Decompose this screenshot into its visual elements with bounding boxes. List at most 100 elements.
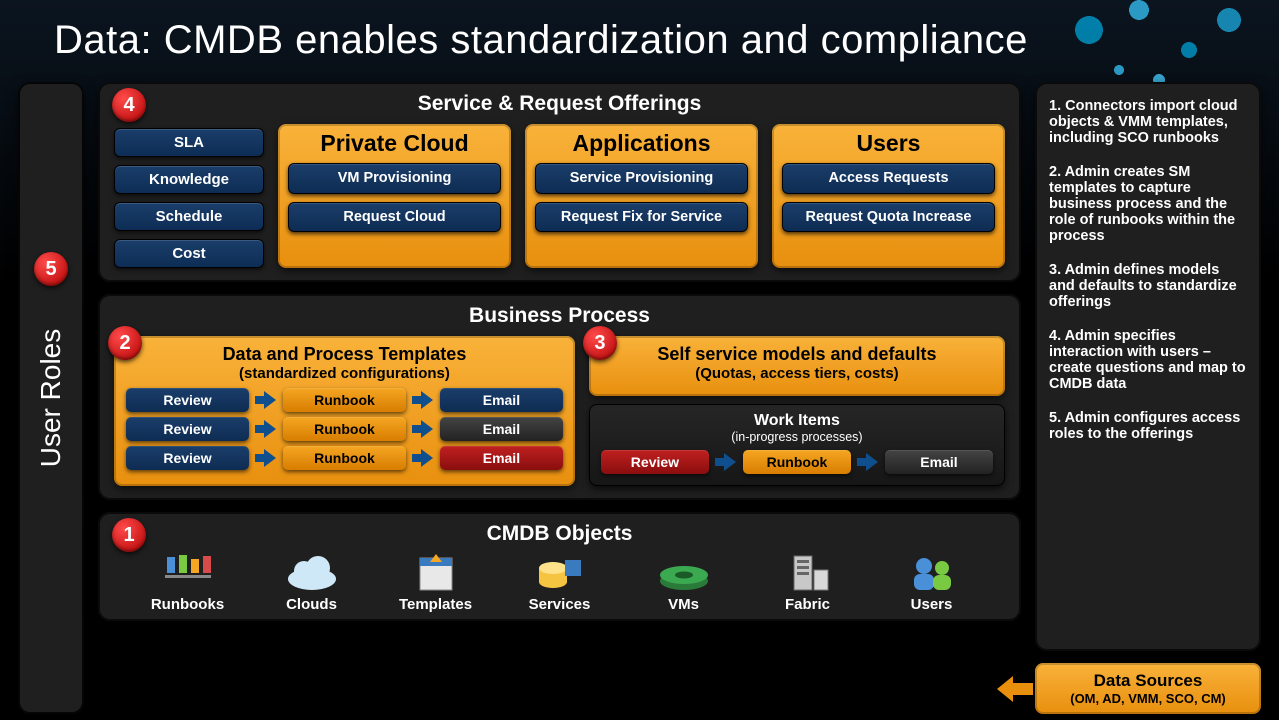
runbooks-icon [160, 552, 216, 594]
user-roles-panel: 5 User Roles [18, 82, 84, 714]
data-sources-subtitle: (OM, AD, VMM, SCO, CM) [1041, 691, 1255, 706]
arrow-icon [255, 449, 277, 467]
chip-runbook: Runbook [283, 417, 406, 441]
cmdb-label: VMs [668, 596, 699, 613]
card-title: Private Cloud [288, 130, 501, 157]
pill-knowledge: Knowledge [114, 165, 264, 194]
item-quota-increase: Request Quota Increase [782, 202, 995, 233]
selfservice-column: 3 Self service models and defaults (Quot… [589, 336, 1005, 486]
cmdb-label: Clouds [286, 596, 337, 613]
business-process-title: Business Process [114, 304, 1005, 328]
card-private-cloud: Private Cloud VM Provisioning Request Cl… [278, 124, 511, 268]
fabric-icon [780, 552, 836, 594]
pill-schedule: Schedule [114, 202, 264, 231]
chip-review: Review [126, 446, 249, 470]
vms-icon [656, 552, 712, 594]
arrow-icon [412, 420, 434, 438]
cmdb-label: Runbooks [151, 596, 224, 613]
chip-runbook: Runbook [743, 450, 851, 474]
cmdb-label: Services [529, 596, 591, 613]
card-users: Users Access Requests Request Quota Incr… [772, 124, 1005, 268]
arrow-icon [255, 420, 277, 438]
cmdb-users: Users [884, 552, 980, 613]
service-offerings-title: Service & Request Offerings [114, 92, 1005, 116]
badge-2: 2 [108, 326, 142, 360]
chip-review: Review [126, 417, 249, 441]
users-icon [904, 552, 960, 594]
selfservice-subtitle: (Quotas, access tiers, costs) [601, 365, 993, 382]
data-sources-title: Data Sources [1041, 671, 1255, 691]
card-title: Users [782, 130, 995, 157]
item-request-fix: Request Fix for Service [535, 202, 748, 233]
item-request-cloud: Request Cloud [288, 202, 501, 233]
note-2: 2. Admin creates SM templates to capture… [1049, 164, 1247, 244]
chip-email: Email [440, 388, 563, 412]
chip-review: Review [601, 450, 709, 474]
item-vm-provisioning: VM Provisioning [288, 163, 501, 194]
template-flows: Review Runbook Email Review Runbook Emai… [126, 388, 563, 470]
cmdb-label: Users [911, 596, 953, 613]
cmdb-title: CMDB Objects [114, 522, 1005, 546]
note-5: 5. Admin configures access roles to the … [1049, 410, 1247, 442]
cmdb-fabric: Fabric [760, 552, 856, 613]
badge-1: 1 [112, 518, 146, 552]
templates-subtitle: (standardized configurations) [126, 365, 563, 382]
cmdb-panel: 1 CMDB Objects Runbooks Clouds [98, 512, 1021, 621]
item-service-provisioning: Service Provisioning [535, 163, 748, 194]
badge-4: 4 [112, 88, 146, 122]
clouds-icon [284, 552, 340, 594]
cmdb-templates: Templates [388, 552, 484, 613]
user-roles-label: User Roles [35, 329, 67, 467]
note-3: 3. Admin defines models and defaults to … [1049, 262, 1247, 310]
chip-email: Email [885, 450, 993, 474]
cmdb-items: Runbooks Clouds Templates [114, 548, 1005, 613]
cmdb-clouds: Clouds [264, 552, 360, 613]
workitems-title: Work Items [601, 412, 993, 430]
templates-title: Data and Process Templates [126, 344, 563, 365]
cmdb-runbooks: Runbooks [140, 552, 236, 613]
right-column: 1. Connectors import cloud objects & VMM… [1035, 82, 1261, 714]
service-offerings-panel: 4 Service & Request Offerings SLA Knowle… [98, 82, 1021, 282]
templates-icon [408, 552, 464, 594]
pill-cost: Cost [114, 239, 264, 268]
arrow-left-icon [997, 676, 1033, 702]
workitems-box: Work Items (in-progress processes) Revie… [589, 404, 1005, 486]
arrow-icon [412, 391, 434, 409]
card-applications: Applications Service Provisioning Reques… [525, 124, 758, 268]
flow-row: Review Runbook Email [126, 446, 563, 470]
data-sources-card: Data Sources (OM, AD, VMM, SCO, CM) [1035, 663, 1261, 714]
workitems-subtitle: (in-progress processes) [601, 430, 993, 444]
arrow-icon [255, 391, 277, 409]
chip-runbook: Runbook [283, 446, 406, 470]
badge-5: 5 [34, 252, 68, 286]
cmdb-label: Templates [399, 596, 472, 613]
cmdb-services: Services [512, 552, 608, 613]
chip-runbook: Runbook [283, 388, 406, 412]
workitems-flow: Review Runbook Email [601, 450, 993, 474]
flow-row: Review Runbook Email [126, 417, 563, 441]
stage: 5 User Roles 4 Service & Request Offerin… [18, 82, 1261, 714]
services-icon [532, 552, 588, 594]
notes-panel: 1. Connectors import cloud objects & VMM… [1035, 82, 1261, 651]
flow-row: Review Runbook Email [126, 388, 563, 412]
arrow-icon [857, 453, 879, 471]
cmdb-vms: VMs [636, 552, 732, 613]
pill-sla: SLA [114, 128, 264, 157]
selfservice-title: Self service models and defaults [601, 344, 993, 365]
selfservice-card: 3 Self service models and defaults (Quot… [589, 336, 1005, 396]
chip-email: Email [440, 446, 563, 470]
badge-3: 3 [583, 326, 617, 360]
arrow-icon [715, 453, 737, 471]
main-column: 4 Service & Request Offerings SLA Knowle… [98, 82, 1021, 714]
chip-email: Email [440, 417, 563, 441]
arrow-icon [412, 449, 434, 467]
chip-review: Review [126, 388, 249, 412]
note-1: 1. Connectors import cloud objects & VMM… [1049, 98, 1247, 146]
item-access-requests: Access Requests [782, 163, 995, 194]
templates-card: 2 Data and Process Templates (standardiz… [114, 336, 575, 486]
cmdb-label: Fabric [785, 596, 830, 613]
card-title: Applications [535, 130, 748, 157]
business-process-panel: Business Process 2 Data and Process Temp… [98, 294, 1021, 500]
note-4: 4. Admin specifies interaction with user… [1049, 328, 1247, 392]
attribute-pills: SLA Knowledge Schedule Cost [114, 124, 264, 268]
